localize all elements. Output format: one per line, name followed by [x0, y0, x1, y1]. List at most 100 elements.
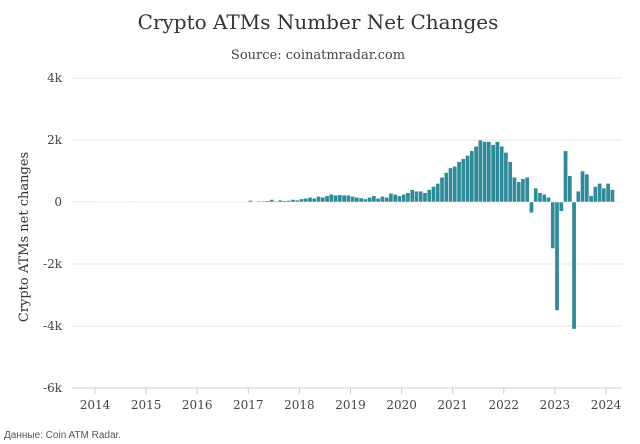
chart: Crypto ATMs Number Net Changes Source: c…	[17, 10, 622, 412]
bar	[388, 193, 394, 203]
bar	[137, 201, 143, 203]
y-tick-label: -4k	[43, 319, 63, 333]
bar	[533, 187, 539, 203]
bar	[567, 175, 573, 203]
bar	[520, 178, 526, 203]
bar	[482, 141, 488, 203]
bar	[550, 201, 556, 249]
bar	[426, 189, 432, 203]
bar	[260, 200, 266, 203]
x-tick-label: 2024	[591, 398, 622, 412]
bar	[558, 201, 564, 212]
bar	[422, 192, 428, 203]
bar	[392, 194, 398, 203]
y-tick-label: 4k	[47, 71, 63, 85]
bar	[371, 195, 377, 203]
bar	[213, 201, 219, 203]
bar	[111, 201, 117, 203]
bar	[154, 201, 160, 203]
bar	[397, 195, 402, 203]
bar	[167, 201, 172, 203]
bar	[320, 197, 326, 203]
bar	[380, 196, 385, 203]
bar	[405, 192, 411, 203]
bar	[209, 201, 215, 203]
bar	[124, 201, 130, 203]
bar	[184, 201, 189, 203]
x-tick-label: 2020	[386, 398, 417, 412]
bar	[435, 183, 441, 203]
bar	[311, 198, 317, 203]
bar	[205, 201, 211, 203]
x-tick-label: 2019	[335, 398, 366, 412]
bar	[605, 183, 611, 203]
bar	[222, 201, 228, 203]
bar	[546, 197, 551, 203]
bar	[277, 199, 283, 203]
bar	[486, 141, 492, 203]
bar	[473, 145, 479, 203]
bar	[414, 190, 419, 203]
y-axis-label: Crypto ATMs net changes	[17, 152, 32, 322]
bar	[299, 198, 304, 203]
bar	[294, 199, 300, 203]
bar	[290, 199, 296, 203]
bar	[201, 201, 206, 203]
bar	[333, 194, 338, 203]
y-tick-label: -2k	[43, 257, 63, 271]
bar	[443, 172, 449, 203]
bar	[575, 190, 581, 203]
bar	[265, 200, 270, 203]
bar	[495, 141, 500, 203]
y-tick-label: -6k	[43, 381, 63, 395]
x-tick-label: 2023	[540, 398, 571, 412]
bar	[375, 198, 381, 203]
bar	[145, 201, 151, 203]
bar	[286, 200, 292, 203]
bar	[597, 183, 602, 203]
x-tick-label: 2017	[233, 398, 264, 412]
bar	[252, 201, 258, 203]
bar	[507, 161, 513, 203]
bar	[409, 189, 415, 203]
x-axis-ticks: 2014 2015 2016 2017 2018 2019 2020 2021 2022 2023…	[72, 387, 622, 412]
x-tick-label: 2014	[80, 398, 111, 412]
bar	[529, 201, 534, 214]
bar	[401, 194, 407, 203]
x-tick-label: 2021	[437, 398, 468, 412]
bar	[571, 201, 577, 330]
bar	[337, 194, 343, 203]
bar	[512, 176, 517, 203]
bar	[460, 158, 466, 203]
bar	[490, 144, 496, 203]
bar	[354, 197, 360, 203]
bar	[116, 201, 121, 203]
bar	[541, 194, 547, 203]
bar	[103, 201, 109, 203]
bar	[456, 161, 462, 203]
x-tick-label: 2022	[489, 398, 520, 412]
bar	[273, 200, 279, 203]
x-tick-label: 2015	[131, 398, 162, 412]
bar	[150, 201, 155, 203]
bar	[367, 197, 373, 203]
bar	[243, 201, 249, 203]
bar	[580, 170, 585, 203]
bar	[231, 201, 236, 203]
bar	[503, 152, 509, 203]
bar	[171, 201, 177, 203]
bar	[328, 194, 334, 203]
bar	[188, 201, 194, 203]
bar	[133, 201, 138, 203]
bar	[563, 150, 568, 203]
bar	[107, 201, 113, 203]
y-tick-label: 2k	[47, 133, 63, 147]
bar	[439, 176, 445, 203]
bar	[256, 200, 262, 203]
bar	[179, 201, 185, 203]
bar	[418, 190, 424, 203]
bar	[235, 201, 241, 203]
bar	[282, 200, 287, 203]
bar	[584, 173, 590, 203]
bar	[316, 196, 321, 203]
